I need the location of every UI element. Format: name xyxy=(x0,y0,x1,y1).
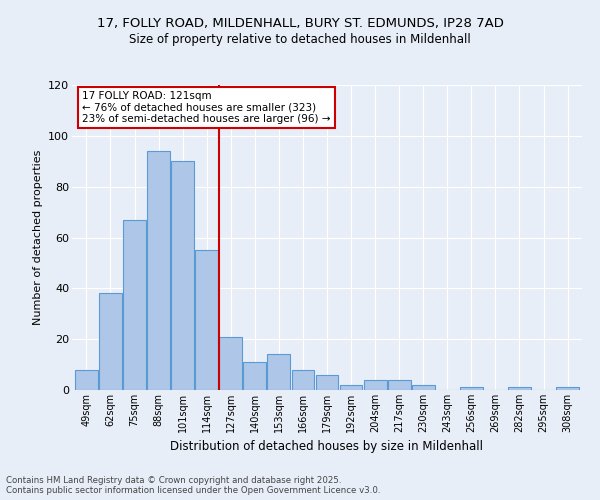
Bar xyxy=(508,388,531,390)
Bar xyxy=(147,151,170,390)
Bar xyxy=(388,380,410,390)
Text: 17 FOLLY ROAD: 121sqm
← 76% of detached houses are smaller (323)
23% of semi-det: 17 FOLLY ROAD: 121sqm ← 76% of detached … xyxy=(82,91,331,124)
Bar xyxy=(244,362,266,390)
Bar xyxy=(364,380,386,390)
Bar xyxy=(171,161,194,390)
Bar xyxy=(316,375,338,390)
Bar xyxy=(220,336,242,390)
Bar xyxy=(412,385,434,390)
Bar xyxy=(292,370,314,390)
Bar xyxy=(75,370,98,390)
Text: Contains HM Land Registry data © Crown copyright and database right 2025.
Contai: Contains HM Land Registry data © Crown c… xyxy=(6,476,380,495)
Bar xyxy=(123,220,146,390)
Bar xyxy=(556,388,579,390)
Text: Size of property relative to detached houses in Mildenhall: Size of property relative to detached ho… xyxy=(129,32,471,46)
Bar xyxy=(195,250,218,390)
X-axis label: Distribution of detached houses by size in Mildenhall: Distribution of detached houses by size … xyxy=(170,440,484,454)
Bar xyxy=(460,388,483,390)
Bar xyxy=(340,385,362,390)
Y-axis label: Number of detached properties: Number of detached properties xyxy=(32,150,43,325)
Bar xyxy=(268,354,290,390)
Text: 17, FOLLY ROAD, MILDENHALL, BURY ST. EDMUNDS, IP28 7AD: 17, FOLLY ROAD, MILDENHALL, BURY ST. EDM… xyxy=(97,18,503,30)
Bar xyxy=(99,294,122,390)
